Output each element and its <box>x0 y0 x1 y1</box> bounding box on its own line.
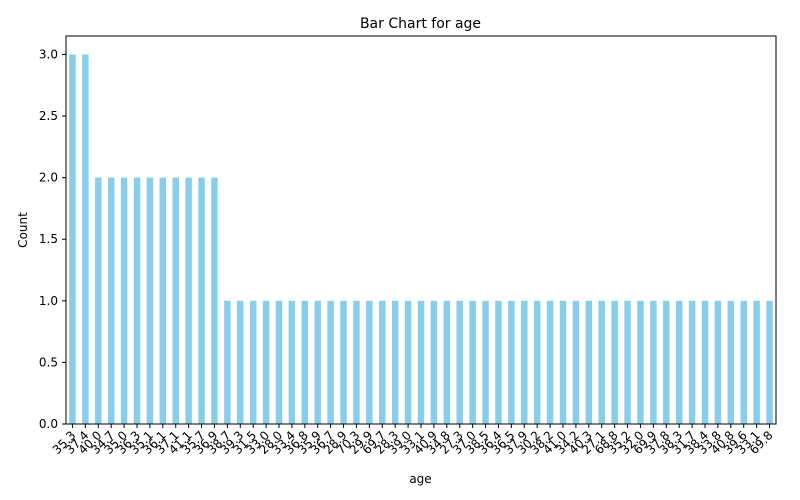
bar <box>766 300 773 424</box>
y-tick-label: 1.0 <box>39 294 58 308</box>
bar <box>146 177 154 424</box>
bar <box>120 177 128 424</box>
bar <box>598 300 605 424</box>
bar <box>753 300 760 424</box>
y-tick-label: 0.0 <box>39 417 58 431</box>
bar <box>456 300 463 424</box>
bar <box>533 300 541 424</box>
bar <box>314 300 321 424</box>
bar <box>95 177 102 424</box>
bar <box>546 300 554 424</box>
bar <box>650 300 657 424</box>
bar <box>585 300 593 424</box>
bar <box>159 177 167 424</box>
bar <box>430 300 438 424</box>
bars-layer <box>69 54 773 424</box>
bar <box>262 300 270 424</box>
bar <box>211 177 218 424</box>
bar <box>624 300 631 424</box>
bar <box>379 300 386 424</box>
bar <box>391 300 399 424</box>
bar <box>366 300 373 424</box>
x-axis: 35.337.440.034.735.036.335.136.137.141.1… <box>50 424 776 457</box>
y-axis-label: Count <box>16 212 30 248</box>
bar <box>185 177 192 424</box>
chart-title: Bar Chart for age <box>360 16 481 32</box>
bar <box>469 300 476 424</box>
bar <box>275 300 283 424</box>
bar <box>301 300 309 424</box>
y-tick-label: 2.0 <box>39 171 58 185</box>
bar <box>69 54 76 424</box>
bar <box>482 300 489 424</box>
y-tick-label: 1.5 <box>39 232 58 246</box>
bar <box>559 300 567 424</box>
bar <box>133 177 141 424</box>
bar <box>727 300 735 424</box>
bar <box>572 300 580 424</box>
bar <box>663 300 670 424</box>
bar <box>611 300 618 424</box>
bar <box>521 300 528 424</box>
plot-frame <box>65 35 777 425</box>
bar <box>237 300 244 424</box>
bar <box>701 300 709 424</box>
bar <box>224 300 231 424</box>
bar <box>675 300 683 424</box>
y-tick-label: 3.0 <box>39 47 58 61</box>
bar <box>508 300 515 424</box>
bar <box>249 300 257 424</box>
bar <box>82 54 89 424</box>
y-tick-label: 2.5 <box>39 109 58 123</box>
bar <box>417 300 425 424</box>
bar <box>637 300 644 424</box>
bar <box>198 177 205 424</box>
bar <box>340 300 347 424</box>
bar <box>327 300 334 424</box>
x-axis-label: age <box>409 472 431 486</box>
bar <box>404 300 412 424</box>
bar <box>443 300 451 424</box>
bar <box>714 300 722 424</box>
bar <box>107 177 115 424</box>
bar <box>688 300 696 424</box>
bar <box>288 300 296 424</box>
bar <box>353 300 360 424</box>
bar <box>495 300 502 424</box>
bar <box>172 177 179 424</box>
bar <box>740 300 747 424</box>
y-tick-label: 0.5 <box>39 355 58 369</box>
y-axis: 0.0 0.5 1.0 1.5 2.0 2.5 3.0 <box>39 47 66 431</box>
